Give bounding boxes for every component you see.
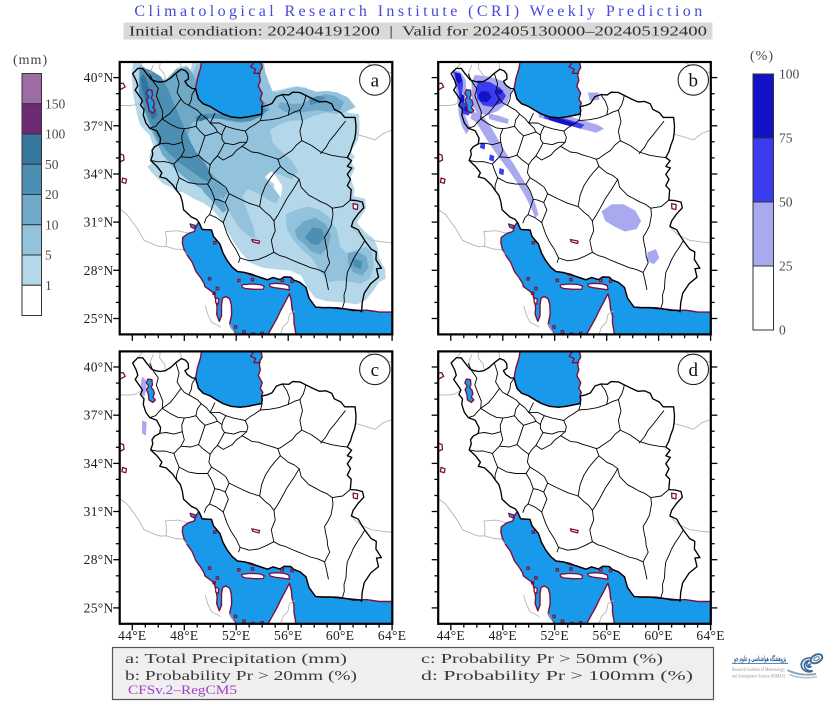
svg-text:0: 0 (779, 323, 786, 338)
svg-text:Initial condiation: 2024041912: Initial condiation: 202404191200 | Valid… (129, 24, 707, 39)
svg-text:a: Total Precipitation (mm): a: Total Precipitation (mm) (125, 652, 347, 667)
svg-text:a: a (371, 71, 380, 92)
svg-text:44°E: 44°E (118, 628, 146, 643)
svg-text:75: 75 (779, 131, 793, 146)
svg-text:10: 10 (45, 217, 59, 232)
svg-text:64°E: 64°E (696, 628, 724, 643)
svg-text:c: Probability Pr > 50mm (%): c: Probability Pr > 50mm (%) (421, 652, 663, 667)
svg-text:d: d (689, 360, 699, 381)
svg-text:48°E: 48°E (170, 628, 198, 643)
svg-text:50: 50 (779, 195, 793, 210)
svg-text:(mm): (mm) (13, 53, 48, 68)
svg-text:31°N: 31°N (84, 215, 114, 230)
svg-text:and Atmospheric Science (RIMAS: and Atmospheric Science (RIMAS) (732, 675, 785, 680)
svg-text:150: 150 (45, 96, 66, 111)
svg-text:56°E: 56°E (274, 628, 302, 643)
svg-text:40°N: 40°N (84, 360, 114, 375)
svg-text:34°N: 34°N (84, 456, 114, 471)
svg-text:60°E: 60°E (644, 628, 672, 643)
svg-text:44°E: 44°E (437, 628, 465, 643)
svg-text:b: Probability Pr > 20mm (%): b: Probability Pr > 20mm (%) (125, 669, 357, 684)
svg-text:52°E: 52°E (222, 628, 250, 643)
svg-text:64°E: 64°E (378, 628, 406, 643)
svg-text:CFSv.2–RegCM5: CFSv.2–RegCM5 (128, 683, 237, 697)
svg-text:c: c (371, 360, 379, 381)
svg-text:25: 25 (779, 259, 793, 274)
svg-text:25°N: 25°N (84, 600, 114, 615)
svg-text:56°E: 56°E (593, 628, 621, 643)
svg-text:100: 100 (779, 67, 800, 82)
svg-text:28°N: 28°N (84, 263, 114, 278)
svg-text:5: 5 (45, 248, 52, 263)
svg-text:50: 50 (45, 157, 59, 172)
svg-text:Research Institute of Meteorol: Research Institute of Meteorology (732, 668, 785, 673)
svg-text:31°N: 31°N (84, 504, 114, 519)
svg-text:(%): (%) (750, 49, 774, 64)
svg-text:37°N: 37°N (84, 118, 114, 133)
svg-text:Climatological Research Instit: Climatological Research Institute (CRI) … (134, 3, 705, 20)
svg-text:20: 20 (45, 187, 59, 202)
svg-text:1: 1 (45, 278, 52, 293)
svg-text:60°E: 60°E (326, 628, 354, 643)
svg-text:40°N: 40°N (84, 70, 114, 85)
svg-text:100: 100 (45, 127, 66, 142)
svg-text:25°N: 25°N (84, 311, 114, 326)
svg-text:d: Probability Pr > 100mm (%): d: Probability Pr > 100mm (%) (421, 669, 694, 684)
svg-text:28°N: 28°N (84, 552, 114, 567)
svg-text:پژوهشگاه هواشناسی و علوم جو: پژوهشگاه هواشناسی و علوم جو (733, 654, 786, 664)
svg-text:48°E: 48°E (489, 628, 517, 643)
svg-text:b: b (689, 71, 699, 92)
svg-text:52°E: 52°E (541, 628, 569, 643)
svg-text:37°N: 37°N (84, 408, 114, 423)
svg-text:34°N: 34°N (84, 167, 114, 182)
